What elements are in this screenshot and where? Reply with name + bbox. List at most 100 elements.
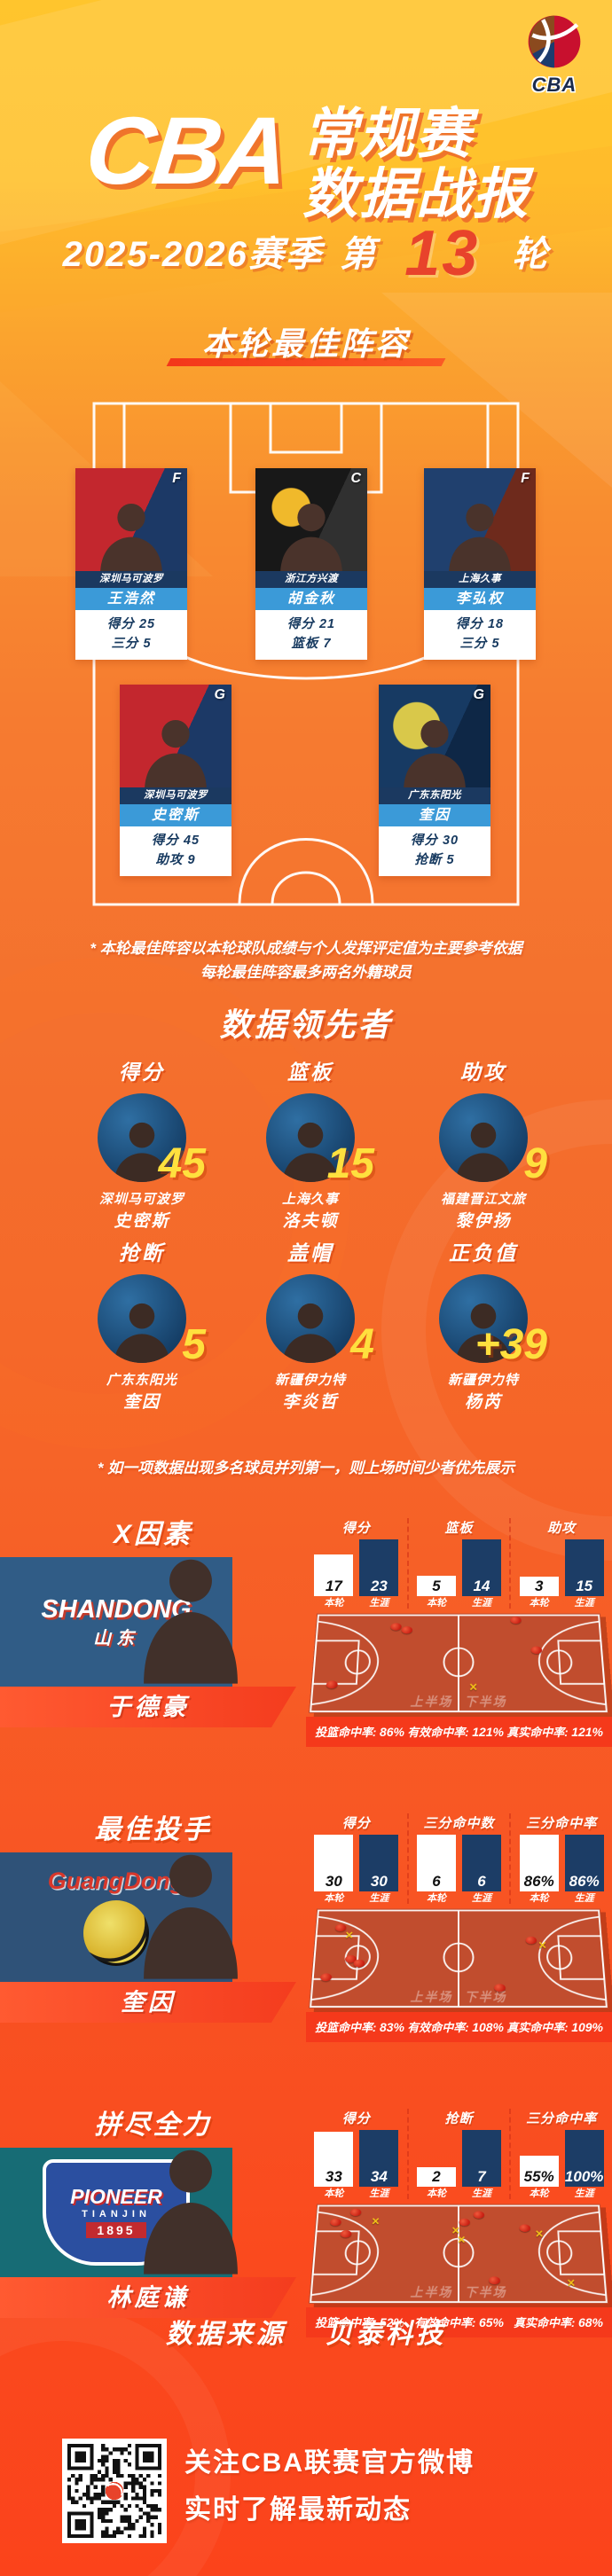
- shooting-strip: 投篮命中率86% 有效命中率121% 真实命中率121%: [306, 1717, 612, 1747]
- spotlight-card: X因素 SHANDONG 山东 于德豪 得分 17 23 本轮 生涯 篮板 5: [0, 1518, 612, 1747]
- title-line2: 数据战报: [302, 164, 530, 226]
- bar-current: 2: [417, 2167, 456, 2187]
- leader-name: 洛夫顿: [282, 1212, 339, 1231]
- bar-current: 3: [519, 1577, 559, 1596]
- court-lines: [309, 2204, 608, 2304]
- player-stat: 三分 5: [459, 637, 500, 651]
- tiger-logo-icon: [83, 1899, 149, 1966]
- stat-group: 得分 33 34 本轮 生涯: [306, 2109, 407, 2199]
- shot-chart-court: 上半场 下半场 ✕ ✕ ✕ ✕ ✕: [309, 2204, 608, 2304]
- missed-shot-marker: ✕: [371, 2215, 381, 2228]
- leader-value: 9: [523, 1140, 547, 1187]
- player-name: 王浩然: [75, 588, 187, 610]
- leader-value: 15: [326, 1140, 374, 1187]
- lineup-note: * 本轮最佳阵容以本轮球队成绩与个人发挥评定值为主要参考依据 每轮最佳阵容最多两…: [90, 940, 522, 981]
- spotlight-tag: 拼尽全力: [94, 2110, 212, 2140]
- bar-current: 5: [417, 1576, 456, 1596]
- bar-career: 14: [462, 1539, 501, 1596]
- made-shot-marker: [494, 1984, 506, 1993]
- source-name: 贝泰科技: [326, 2320, 447, 2349]
- player-silhouette-icon: [282, 1303, 339, 1363]
- leader-item: 助攻 9 福建晋江文旅 黎伊扬: [399, 1062, 568, 1233]
- lineup-player-card: G 广东东阳光 奎因 得分 30 抢断 5: [379, 685, 490, 876]
- player-stat: 得分 25: [106, 617, 156, 631]
- stat-group: 得分 30 30 本轮 生涯: [306, 1813, 407, 1904]
- lineup-player-card: G 深圳马可波罗 史密斯 得分 45 助攻 9: [120, 685, 231, 876]
- leader-category: 正负值: [449, 1241, 518, 1265]
- bar-career: 15: [564, 1539, 604, 1596]
- leader-value: +39: [475, 1321, 547, 1368]
- leader-name: 李炎哲: [282, 1393, 339, 1412]
- leader-item: 盖帽 4 新疆伊力特 李炎哲: [226, 1243, 395, 1414]
- player-photo: F: [75, 468, 187, 571]
- bar-current: 33: [314, 2132, 354, 2187]
- player-silhouette-icon: [144, 1559, 238, 1684]
- player-silhouette-icon: [449, 503, 511, 571]
- player-stat: 抢断 5: [414, 853, 455, 867]
- season-label: 2025-2026赛季: [62, 235, 323, 274]
- data-source-line: 数据来源 贝泰科技: [0, 2322, 612, 2348]
- player-stat: 得分 18: [455, 617, 505, 631]
- leader-photo: [439, 1274, 528, 1363]
- leader-item: 篮板 15 上海久事 洛夫顿: [226, 1062, 395, 1233]
- player-silhouette-icon: [280, 503, 342, 571]
- shot-chart-court: 上半场 下半场 ✕ ✕: [309, 1908, 608, 2008]
- qr-caption: 关注CBA联赛官方微博 实时了解最新动态: [184, 2448, 475, 2525]
- spotlight-photo: PIONEER TIANJIN 1895: [0, 2148, 238, 2277]
- title-line1: 常规赛: [302, 104, 473, 165]
- stat-group: 得分 17 23 本轮 生涯: [306, 1518, 407, 1609]
- leader-category: 篮板: [287, 1061, 333, 1084]
- player-name: 李弘权: [424, 588, 536, 610]
- leaders-note: * 如一项数据出现多名球员并列第一，则上场时间少者优先展示: [97, 1460, 515, 1476]
- bar-career: 100%: [564, 2130, 604, 2187]
- leader-name: 杨芮: [464, 1393, 502, 1412]
- lineup-player-card: C 浙江方兴渡 胡金秋 得分 21 篮板 7: [255, 468, 367, 660]
- leader-name: 奎因: [122, 1393, 161, 1412]
- first-half-label: 上半场: [410, 2284, 453, 2299]
- spotlight-stats: 得分 30 30 本轮 生涯 三分命中数 6 6 本轮 生涯 三分命中率 86%: [306, 1813, 612, 1904]
- missed-shot-marker: ✕: [537, 1939, 547, 1952]
- player-silhouette-icon: [100, 503, 162, 571]
- first-half-label: 上半场: [410, 1989, 453, 2004]
- second-half-label: 下半场: [464, 1989, 507, 2004]
- second-half-label: 下半场: [464, 2284, 507, 2299]
- source-label: 数据来源: [165, 2320, 286, 2349]
- poster-title: CBA 常规赛 数据战报: [81, 97, 530, 226]
- player-stat: 助攻 9: [155, 853, 196, 867]
- leader-photo: [266, 1093, 355, 1182]
- leader-value: 4: [350, 1321, 374, 1368]
- missed-shot-marker: ✕: [457, 2234, 467, 2246]
- leader-team: 新疆伊力特: [447, 1373, 519, 1388]
- leader-photo: [266, 1274, 355, 1363]
- player-silhouette-icon: [144, 2149, 238, 2275]
- leader-value: 45: [158, 1140, 206, 1187]
- leader-item: 正负值 +39 新疆伊力特 杨芮: [399, 1243, 568, 1414]
- bar-career: 7: [462, 2130, 501, 2187]
- player-stat: 三分 5: [111, 637, 152, 651]
- spotlight-photo: SHANDONG 山东: [0, 1557, 238, 1687]
- leader-photo: [98, 1274, 186, 1363]
- round-suffix: 轮: [512, 235, 550, 274]
- stat-group: 助攻 3 15 本轮 生涯: [509, 1518, 612, 1609]
- qr-code: [62, 2439, 167, 2543]
- leader-item: 抢断 5 广东东阳光 奎因: [58, 1243, 226, 1414]
- team-name: 上海久事: [424, 571, 536, 588]
- best-lineup-title: 本轮最佳阵容: [201, 325, 410, 362]
- leader-name: 黎伊扬: [455, 1212, 512, 1231]
- player-silhouette-icon: [144, 1854, 238, 1979]
- made-shot-marker: [459, 2218, 470, 2227]
- shooting-strip: 投篮命中率83% 有效命中率108% 真实命中率109%: [306, 2012, 612, 2042]
- stat-group: 三分命中率 86% 86% 本轮 生涯: [509, 1813, 612, 1904]
- leader-category: 助攻: [460, 1061, 506, 1084]
- player-silhouette-icon: [114, 1303, 170, 1363]
- bar-current: 30: [314, 1835, 354, 1891]
- bar-career: 30: [359, 1835, 399, 1891]
- leader-team: 深圳马可波罗: [98, 1192, 184, 1207]
- round-prefix: 第: [340, 235, 378, 274]
- position-badge: G: [214, 687, 225, 702]
- player-silhouette-icon: [114, 1122, 170, 1182]
- spotlight-tag: X因素: [113, 1520, 192, 1549]
- leader-team: 福建晋江文旅: [440, 1192, 526, 1207]
- player-photo: G: [120, 685, 231, 787]
- season-round-line: 2025-2026赛季 第 13 轮: [0, 222, 612, 286]
